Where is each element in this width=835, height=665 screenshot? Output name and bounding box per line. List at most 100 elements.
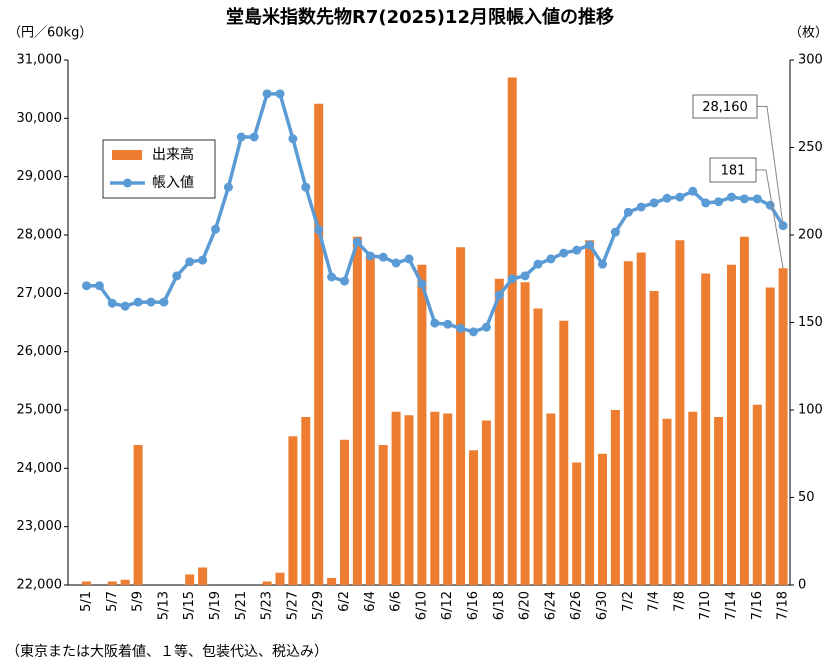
line-point xyxy=(688,186,698,196)
x-tick-label: 7/14 xyxy=(724,591,739,620)
y2-axis-label: （枚） xyxy=(789,26,828,41)
line-point xyxy=(133,297,143,307)
bar xyxy=(507,77,517,585)
x-tick-label: 7/4 xyxy=(647,591,662,612)
y2-tick-label: 50 xyxy=(798,490,815,505)
x-tick-label: 5/13 xyxy=(156,591,171,620)
legend-label: 帳入値 xyxy=(152,175,194,191)
line-point xyxy=(404,254,414,264)
bar xyxy=(365,256,375,585)
annotation-box xyxy=(692,94,758,119)
line-point xyxy=(430,318,440,328)
x-tick-label: 6/10 xyxy=(414,591,429,620)
line-point xyxy=(314,225,324,235)
bar xyxy=(107,581,117,585)
bar xyxy=(275,572,285,585)
line-point xyxy=(765,200,775,210)
x-tick-label: 7/10 xyxy=(698,591,713,620)
line-point xyxy=(327,272,337,282)
bar xyxy=(675,240,685,585)
y2-tick-label: 150 xyxy=(798,315,823,330)
bar xyxy=(469,450,478,585)
bar xyxy=(404,415,414,585)
bar xyxy=(623,261,633,585)
bar xyxy=(752,404,762,585)
line-point xyxy=(262,89,272,99)
legend-label: 出来高 xyxy=(152,146,194,163)
bar xyxy=(198,567,208,585)
bar xyxy=(378,445,388,585)
bar xyxy=(701,273,711,585)
y2-tick-label: 300 xyxy=(798,53,823,68)
line-point xyxy=(275,89,285,99)
bar xyxy=(598,453,607,585)
line-point xyxy=(752,194,762,204)
y2-tick-label: 0 xyxy=(798,578,806,593)
bar xyxy=(327,578,337,585)
bar xyxy=(533,308,543,585)
line-point xyxy=(520,271,530,281)
line-point xyxy=(623,207,633,217)
line-point xyxy=(533,259,543,269)
line-point xyxy=(198,255,208,265)
bar xyxy=(314,103,324,585)
line-point xyxy=(378,252,388,262)
x-tick-label: 6/2 xyxy=(337,591,352,612)
line-point xyxy=(352,237,362,247)
x-tick-label: 5/27 xyxy=(285,591,300,620)
legend-swatch xyxy=(112,150,142,160)
bar xyxy=(559,320,569,585)
x-tick-label: 6/24 xyxy=(543,591,558,620)
line-point xyxy=(185,257,195,267)
line-point xyxy=(417,279,427,289)
y-tick-label: 22,000 xyxy=(17,578,63,593)
line-point xyxy=(649,198,659,208)
line-point xyxy=(559,248,569,258)
line-point xyxy=(572,245,582,255)
bar xyxy=(82,581,91,585)
x-tick-label: 6/18 xyxy=(492,591,507,620)
bar xyxy=(494,278,504,585)
bar xyxy=(636,252,646,585)
line-point xyxy=(159,297,169,307)
x-tick-label: 6/16 xyxy=(466,591,481,620)
bar xyxy=(430,411,440,585)
line-point xyxy=(714,197,724,207)
bar xyxy=(417,264,427,585)
line-point xyxy=(120,301,130,311)
line-point xyxy=(481,322,491,332)
line-point xyxy=(662,193,672,203)
footnote: （東京または大阪着値、１等、包装代込、税込み） xyxy=(6,643,328,660)
annotation-leader xyxy=(756,169,784,269)
x-tick-label: 7/8 xyxy=(672,591,687,612)
x-tick-label: 7/16 xyxy=(750,591,765,620)
y-tick-label: 27,000 xyxy=(17,286,63,301)
bar xyxy=(546,413,556,585)
line-point xyxy=(249,132,259,142)
bar xyxy=(185,574,195,585)
bar xyxy=(765,287,775,585)
bar xyxy=(481,420,491,585)
x-tick-label: 5/21 xyxy=(234,591,249,620)
line-point xyxy=(507,274,517,284)
bar xyxy=(120,579,130,585)
line-point xyxy=(236,132,246,142)
bar xyxy=(610,410,620,585)
x-tick-label: 6/26 xyxy=(569,591,584,620)
line-point xyxy=(585,240,595,250)
y-tick-label: 28,000 xyxy=(17,228,63,243)
line-point xyxy=(288,134,298,144)
annotation-leader xyxy=(757,106,784,226)
line-point xyxy=(546,254,556,264)
line-point xyxy=(82,281,91,291)
legend-swatch xyxy=(123,178,132,188)
bar xyxy=(443,413,453,585)
x-tick-label: 6/30 xyxy=(595,591,610,620)
x-tick-label: 5/15 xyxy=(182,591,197,620)
y-tick-label: 30,000 xyxy=(17,111,63,126)
bar xyxy=(262,581,272,585)
x-tick-label: 6/4 xyxy=(363,591,378,612)
annotation-box xyxy=(709,157,757,183)
y-tick-label: 29,000 xyxy=(17,169,63,184)
